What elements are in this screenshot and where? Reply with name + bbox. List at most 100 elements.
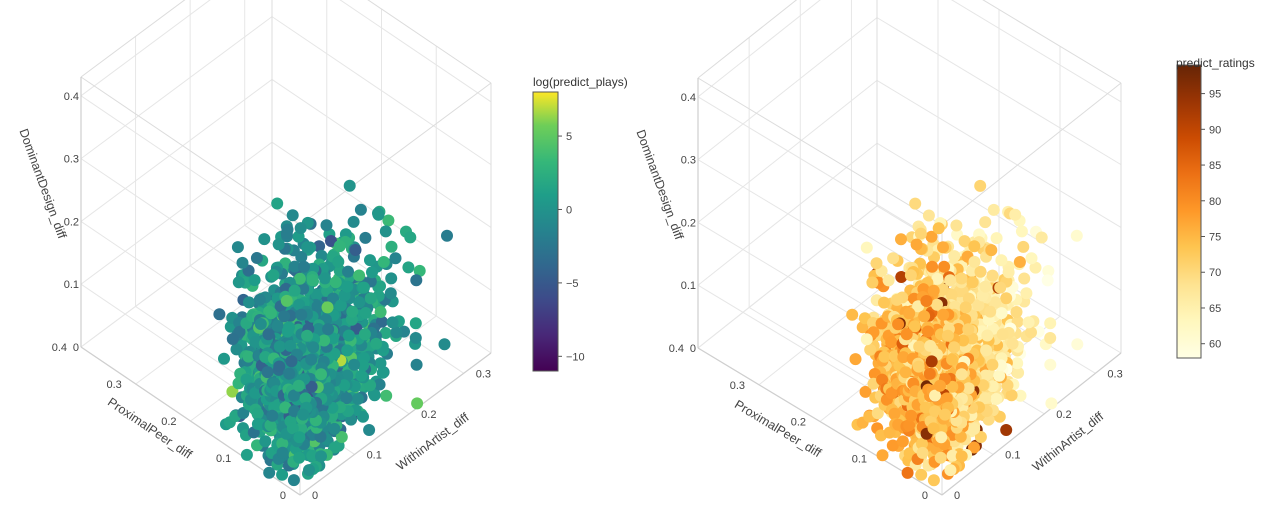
- x-axis-title: ProximalPeer_diff: [105, 395, 195, 462]
- y-tick-label: 0.3: [476, 368, 491, 380]
- data-point: [438, 338, 451, 351]
- data-point: [994, 359, 1007, 372]
- z-tick-label: 0.4: [681, 92, 696, 104]
- data-point: [993, 369, 1006, 382]
- scatter-points: [213, 179, 453, 487]
- data-point: [249, 387, 262, 399]
- data-point: [905, 409, 918, 422]
- data-point: [968, 441, 980, 454]
- data-point: [385, 240, 398, 253]
- y-tick-label: 0: [312, 490, 318, 502]
- data-point: [231, 241, 244, 254]
- data-point: [916, 446, 929, 459]
- data-point: [912, 360, 925, 373]
- data-point: [402, 261, 415, 274]
- data-point: [376, 366, 389, 379]
- data-point: [359, 307, 372, 319]
- data-point: [979, 216, 992, 229]
- z-tick-label: 0.1: [64, 279, 79, 291]
- data-point: [280, 227, 293, 240]
- data-point: [1035, 231, 1048, 244]
- data-point: [288, 405, 301, 418]
- data-point: [887, 252, 900, 265]
- z-tick-label: 0.1: [681, 280, 696, 292]
- colorbar-tick-label: 90: [1209, 124, 1221, 136]
- data-point: [340, 392, 353, 405]
- data-point: [871, 407, 884, 420]
- data-point: [374, 306, 387, 318]
- data-point: [1045, 397, 1058, 410]
- data-point: [974, 431, 987, 443]
- data-point: [262, 328, 275, 341]
- data-point: [1011, 357, 1024, 370]
- data-point: [346, 305, 359, 318]
- data-point: [349, 244, 362, 256]
- data-point: [950, 219, 963, 232]
- colorbar-tick-label: 80: [1209, 196, 1221, 208]
- x-tick-label: 0: [922, 490, 928, 502]
- data-point: [404, 231, 417, 244]
- data-point: [242, 350, 255, 363]
- data-point: [357, 359, 369, 372]
- data-point: [981, 329, 994, 342]
- data-point: [298, 260, 310, 273]
- data-point: [1015, 225, 1028, 238]
- data-point: [305, 380, 318, 393]
- data-point: [276, 446, 289, 459]
- axis-ticks: 0 0.1 0.2 0.3 0.4 0 0.1 0.2 0.3 0 0.1 0.2 0.3 0.4: [669, 92, 1123, 502]
- data-point: [288, 284, 301, 297]
- data-point: [380, 389, 393, 402]
- data-point: [941, 329, 954, 342]
- data-point: [357, 281, 370, 294]
- data-point: [940, 392, 953, 405]
- data-point: [232, 276, 245, 289]
- data-point: [955, 450, 968, 463]
- data-point: [281, 325, 294, 338]
- data-point: [377, 256, 390, 268]
- data-point: [390, 326, 403, 339]
- data-point: [1020, 287, 1033, 300]
- data-point: [1044, 332, 1057, 344]
- data-point: [409, 317, 422, 330]
- colorbar: predict_ratings 95 90 85 80 75 70 65 60: [1176, 56, 1255, 359]
- x-tick-label: 0.3: [730, 380, 745, 392]
- data-point: [1014, 389, 1027, 402]
- data-point: [1044, 317, 1057, 330]
- z-tick-label: 0.3: [64, 154, 79, 166]
- data-point: [1018, 272, 1031, 285]
- data-point: [995, 254, 1008, 267]
- data-point: [995, 307, 1008, 320]
- data-point: [972, 299, 985, 312]
- data-point: [1070, 229, 1083, 242]
- data-point: [372, 208, 385, 221]
- data-point: [895, 233, 907, 246]
- data-point: [989, 296, 1002, 309]
- data-point: [273, 340, 286, 353]
- data-point: [899, 366, 912, 379]
- data-point: [303, 464, 315, 477]
- data-point: [1042, 265, 1055, 277]
- data-point: [944, 274, 957, 287]
- data-point: [980, 344, 993, 357]
- data-point: [287, 474, 300, 487]
- data-point: [364, 292, 377, 305]
- data-point: [990, 393, 1003, 405]
- data-point: [375, 315, 388, 328]
- x-tick-label: 0.2: [161, 416, 176, 428]
- data-point: [1025, 252, 1038, 265]
- data-point: [334, 299, 347, 312]
- scatter3d-panel-ratings[interactable]: 0 0.1 0.2 0.3 0.4 0 0.1 0.2 0.3 0 0.1 0.2 0.3 0.4 Prox…: [633, 0, 1255, 502]
- data-point: [920, 295, 933, 307]
- data-point: [918, 310, 931, 323]
- data-point: [926, 260, 939, 273]
- data-point: [927, 284, 940, 297]
- data-point: [267, 269, 280, 282]
- data-point: [876, 449, 889, 462]
- data-point: [306, 274, 319, 287]
- scatter3d-panel-plays[interactable]: 0 0.1 0.2 0.3 0.4 0 0.1 0.2 0.3 0 0.1 0.2 0.3 0.4 Prox…: [16, 0, 628, 502]
- colorbar-tick-label: −10: [566, 351, 585, 363]
- data-point: [389, 252, 402, 265]
- data-point: [299, 392, 312, 405]
- data-point: [957, 334, 970, 347]
- y-tick-label: 0.1: [367, 449, 382, 461]
